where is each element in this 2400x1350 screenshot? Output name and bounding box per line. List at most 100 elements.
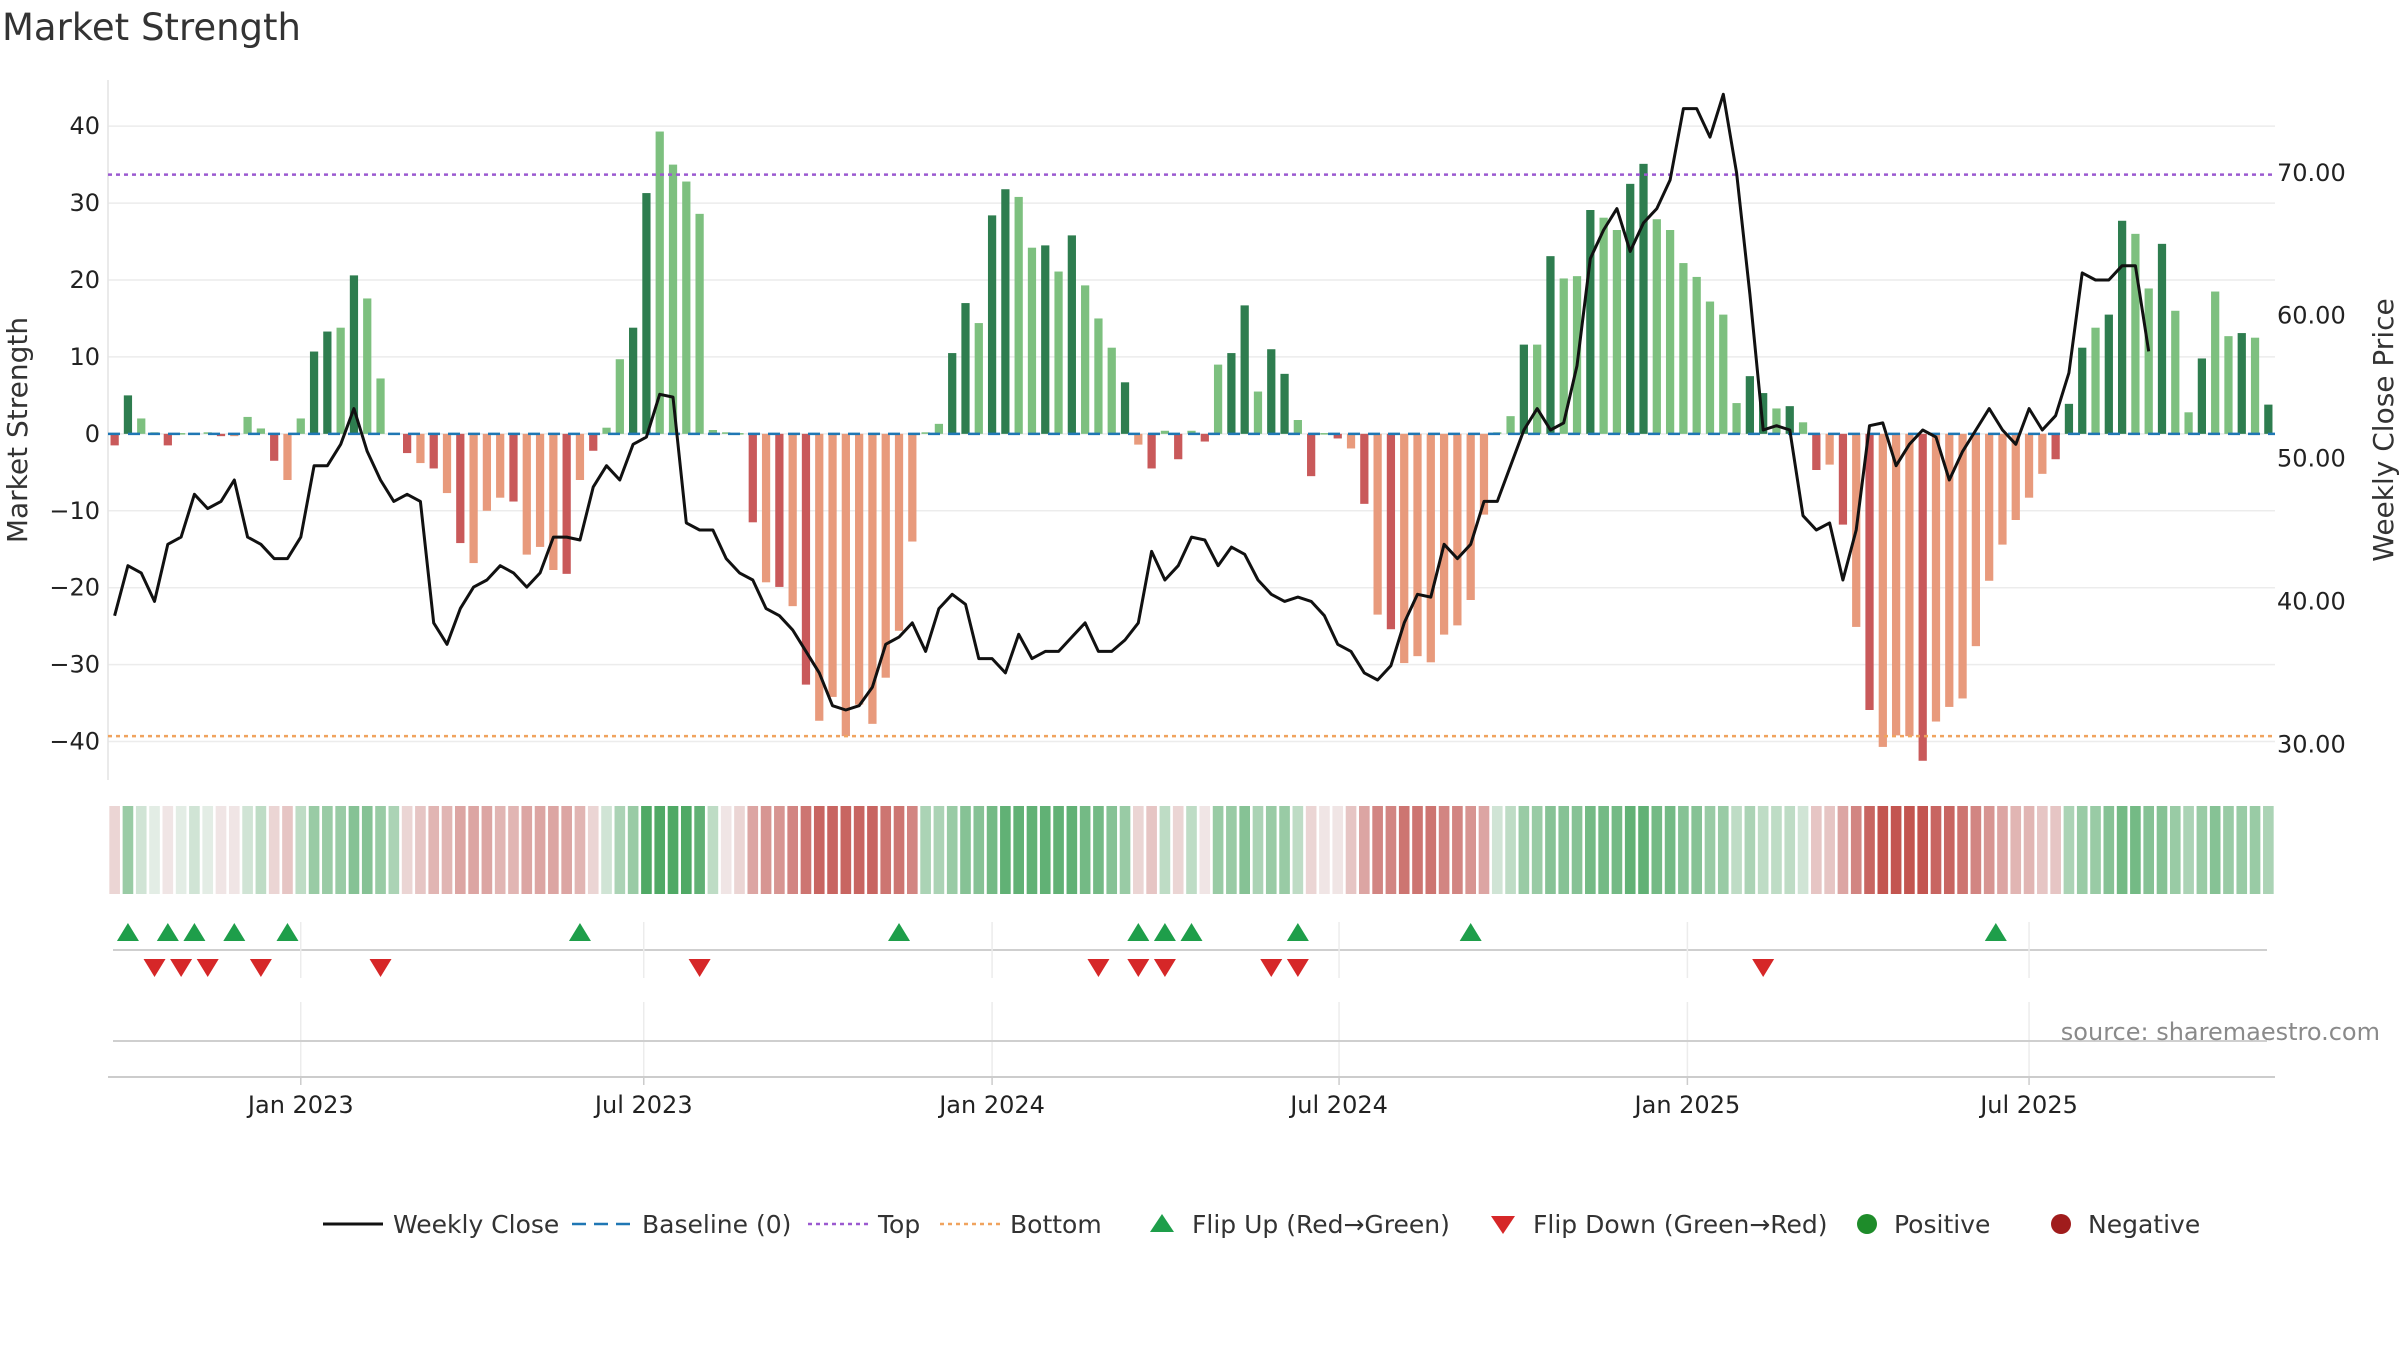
strength-bar <box>1160 430 1170 434</box>
right-tick-label: 50.00 <box>2277 445 2346 473</box>
strength-bar <box>668 164 678 434</box>
strength-bar <box>203 432 212 434</box>
strength-bar <box>1998 433 2007 545</box>
heat-cell <box>348 806 360 894</box>
strength-bar <box>615 359 624 434</box>
flip-up-marker <box>156 923 179 941</box>
weekly-close-series <box>113 92 2151 712</box>
left-tick-label: 20 <box>69 266 100 294</box>
heat-cell <box>2223 806 2234 894</box>
strength-bar <box>123 395 133 434</box>
strength-bar <box>535 433 545 547</box>
heat-cell <box>215 806 227 894</box>
legend-label: Negative <box>2088 1210 2200 1239</box>
heat-cell <box>1717 806 1729 894</box>
heat-cell <box>2010 806 2022 894</box>
heat-cell <box>1159 806 1171 894</box>
strength-bar <box>2197 358 2207 434</box>
heat-cell <box>1013 806 1024 894</box>
strength-bar <box>1759 393 1768 434</box>
heat-cell <box>2130 806 2141 894</box>
strength-bar <box>2064 403 2074 434</box>
flip-up-marker <box>1180 923 1203 941</box>
strength-bar <box>1985 433 1994 581</box>
heat-cell <box>2023 806 2035 894</box>
strength-bar <box>682 181 691 434</box>
heat-cell <box>1558 806 1570 894</box>
heat-cell <box>2156 806 2168 894</box>
heat-cell <box>282 806 293 894</box>
heat-cell <box>747 806 759 894</box>
heat-cell <box>1505 806 1516 894</box>
legend-label: Top <box>877 1210 920 1239</box>
strength-bar <box>841 433 850 737</box>
strength-bar <box>137 418 146 434</box>
heat-cell <box>654 806 666 894</box>
strength-bar <box>1599 217 1608 434</box>
heat-cell <box>1957 806 1968 894</box>
left-axis: 40 30 20 10 0 −10 −20 −30 −40 <box>49 112 100 755</box>
heat-cell <box>853 806 865 894</box>
heat-cell <box>973 806 985 894</box>
right-axis-title: Weekly Close Price <box>2367 298 2400 561</box>
flip-down-marker <box>249 959 272 977</box>
flip-down-marker <box>1286 959 1309 977</box>
heat-cell <box>920 806 931 894</box>
strength-bar <box>1652 219 1661 434</box>
strength-bar <box>256 428 266 434</box>
strength-bar <box>1386 433 1396 630</box>
strength-bar <box>1439 433 1449 635</box>
heat-cell <box>162 806 174 894</box>
heat-cell <box>508 806 519 894</box>
heat-cell <box>707 806 719 894</box>
strength-bar <box>522 433 531 555</box>
heat-cell <box>827 806 838 894</box>
heat-cell <box>787 806 798 894</box>
strength-bar <box>748 433 757 523</box>
strength-bar <box>1081 285 1090 434</box>
heat-cell <box>1664 806 1676 894</box>
heat-cell <box>800 806 812 894</box>
strength-bar <box>1227 353 1236 434</box>
flip-down-marker <box>170 959 193 977</box>
strength-bar <box>1360 433 1369 504</box>
heat-cell <box>1904 806 1915 894</box>
strength-bar <box>1253 391 1263 434</box>
strength-bars <box>110 131 2273 761</box>
strength-bar <box>349 275 359 434</box>
strength-bar <box>2131 233 2140 434</box>
right-tick-label: 40.00 <box>2277 587 2346 615</box>
heat-cell <box>601 806 612 894</box>
heat-cell <box>1638 806 1649 894</box>
heat-cell <box>893 806 905 894</box>
heat-cell <box>149 806 160 894</box>
strength-bar <box>1639 163 1648 434</box>
strength-bar <box>1027 247 1037 434</box>
legend-label: Flip Down (Green→Red) <box>1533 1210 1828 1239</box>
heat-cell <box>1438 806 1450 894</box>
heat-cell <box>1359 806 1370 894</box>
strength-bar <box>974 323 983 434</box>
strength-bar <box>1945 433 1954 707</box>
heat-cell <box>1704 806 1716 894</box>
flip-down-marker <box>143 959 166 977</box>
legend-item: Top <box>808 1210 920 1239</box>
heat-cell <box>680 806 692 894</box>
strength-bar <box>828 433 837 697</box>
strength-bar <box>1134 433 1143 445</box>
strength-bar <box>1533 344 1542 434</box>
strength-bar <box>110 433 119 446</box>
legend-item: Baseline (0) <box>572 1210 791 1239</box>
x-tick-label: Jan 2023 <box>246 1091 354 1119</box>
left-tick-label: −20 <box>49 574 100 602</box>
flip-up-marker <box>1984 923 2007 941</box>
strength-bar <box>1307 433 1316 477</box>
left-tick-label: −10 <box>49 497 100 525</box>
legend-label: Baseline (0) <box>642 1210 791 1239</box>
heat-cell <box>255 806 267 894</box>
flip-down-marker <box>196 959 219 977</box>
strength-bar <box>1293 420 1302 434</box>
heat-cell <box>109 806 120 894</box>
heat-cell <box>1930 806 1942 894</box>
heat-cell <box>1106 806 1118 894</box>
